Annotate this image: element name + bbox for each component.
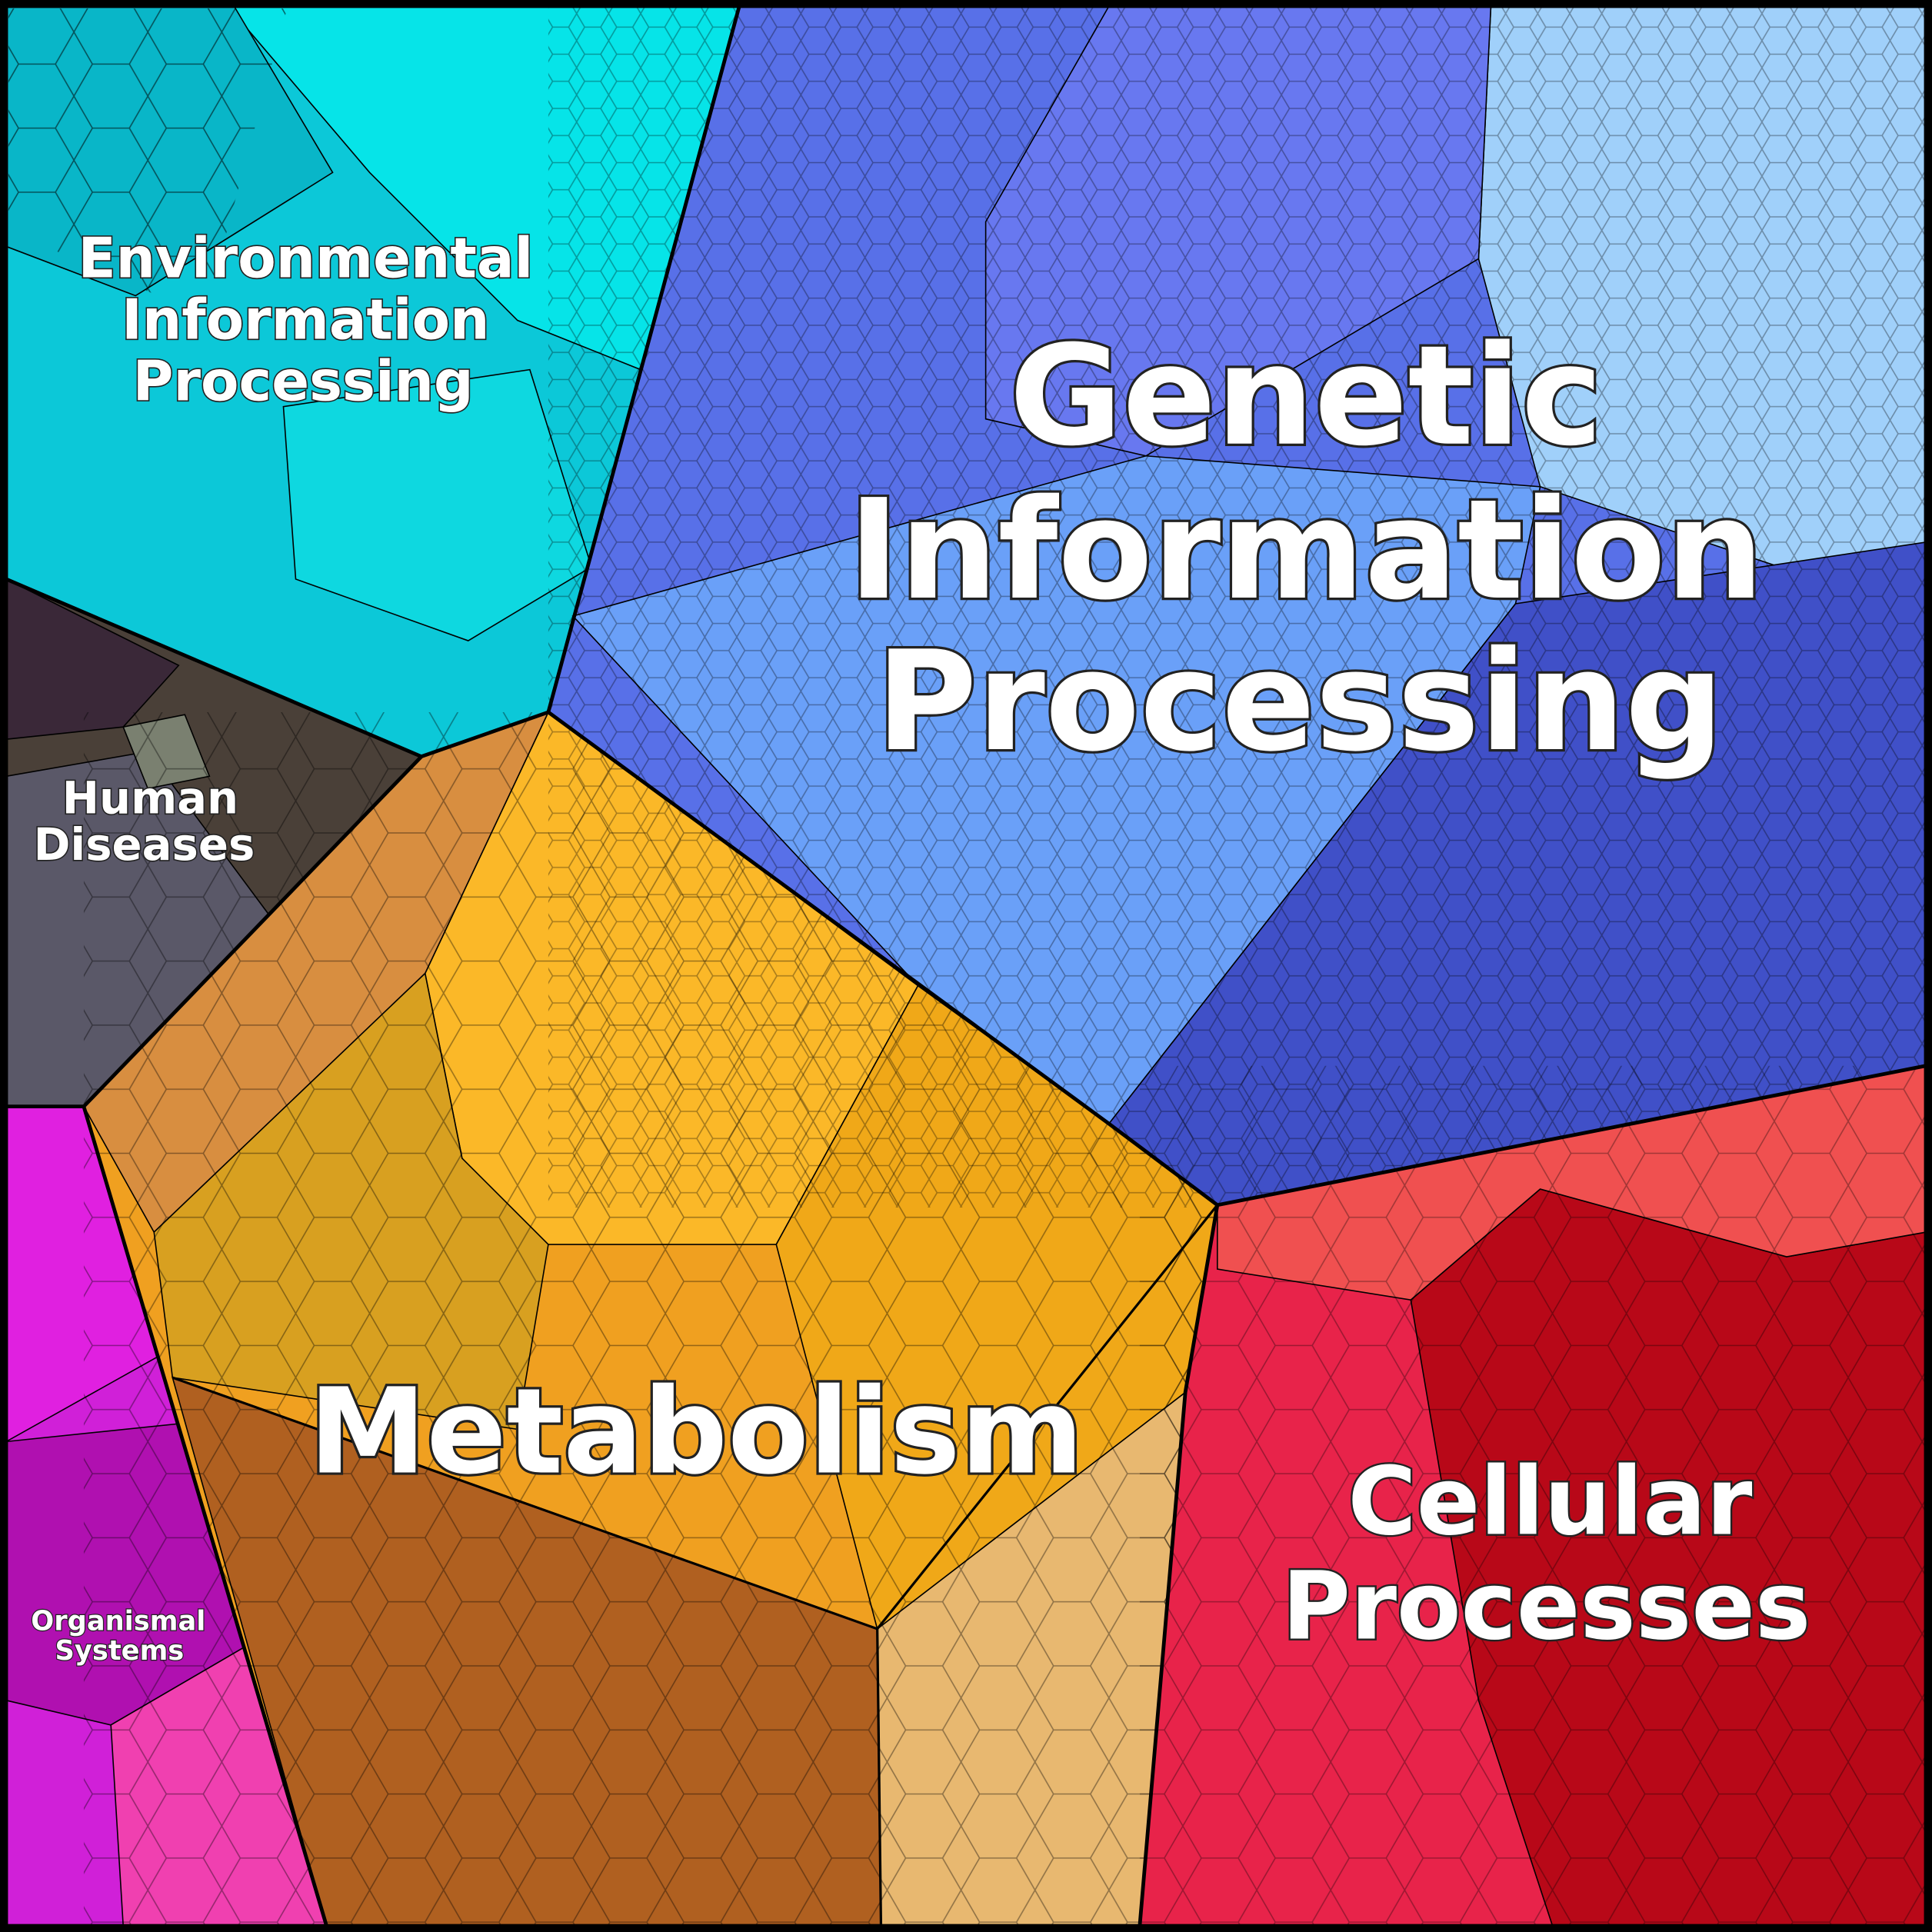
region-label: Information: [848, 470, 1764, 631]
region-label: Human: [62, 771, 238, 824]
region-label: Cellular: [1347, 1447, 1752, 1557]
region-label: Metabolism: [308, 1363, 1084, 1501]
region-label: Genetic: [1009, 316, 1603, 477]
region-label: Processing: [876, 621, 1724, 782]
region-label: Processing: [133, 350, 474, 415]
region-label: Organismal: [31, 1606, 205, 1637]
region-label: Processes: [1282, 1552, 1811, 1661]
region-genetic: [547, 5, 1927, 1208]
region-label: Systems: [55, 1635, 185, 1667]
region-label: Environmental: [78, 226, 533, 291]
region-cellular: [1139, 1064, 1927, 1927]
region-label: Diseases: [34, 818, 255, 871]
region-label: Information: [122, 288, 489, 353]
